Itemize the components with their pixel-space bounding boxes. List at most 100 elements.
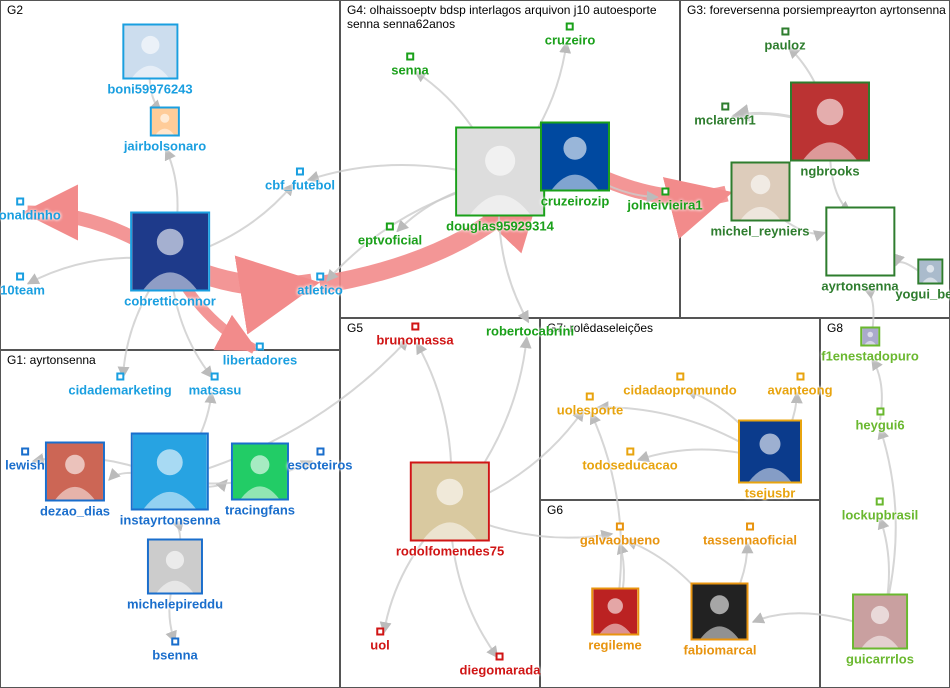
- node-cruzeiro[interactable]: cruzeiro: [545, 23, 596, 48]
- node-senna[interactable]: senna: [391, 53, 429, 78]
- node-label: guicarrrlos: [846, 652, 914, 667]
- avatar-icon: [131, 433, 209, 511]
- node-brunomassa[interactable]: brunomassa: [376, 323, 453, 348]
- node-heygui6[interactable]: heygui6: [855, 408, 904, 433]
- avatar-icon: [825, 207, 895, 277]
- node-label: tsejusbr: [745, 486, 796, 501]
- node-label: tracingfans: [225, 503, 295, 518]
- node-avanteong[interactable]: avanteong: [767, 373, 832, 398]
- node-label: r10team: [0, 283, 45, 298]
- node-f1enestadopuro[interactable]: f1enestadopuro: [821, 327, 919, 364]
- panel-label-G2: G2: [3, 1, 27, 19]
- node-label: cidadaopromundo: [623, 383, 736, 398]
- node-cobretticonnor[interactable]: cobretticonnor: [124, 212, 216, 309]
- node-lockupbrasil[interactable]: lockupbrasil: [842, 498, 919, 523]
- node-bsenna[interactable]: bsenna: [152, 638, 198, 663]
- avatar-icon: [852, 594, 908, 650]
- node-label: cobretticonnor: [124, 294, 216, 309]
- node-tracingfans[interactable]: tracingfans: [225, 443, 295, 518]
- node-dezao_dias[interactable]: dezao_dias: [40, 442, 110, 519]
- node-regileme[interactable]: regileme: [588, 588, 641, 653]
- node-ayrtonsenna[interactable]: ayrtonsenna: [821, 207, 898, 294]
- node-yogui_bear[interactable]: yogui_bear: [895, 259, 950, 302]
- avatar-icon: [691, 583, 749, 641]
- avatar-icon: [116, 373, 124, 381]
- node-matsasu[interactable]: matsasu: [189, 373, 242, 398]
- node-rodolfomendes75[interactable]: rodolfomendes75: [396, 462, 504, 559]
- node-pauloz[interactable]: pauloz: [764, 28, 805, 53]
- node-r10team[interactable]: r10team: [0, 273, 45, 298]
- node-uol[interactable]: uol: [370, 628, 390, 653]
- node-fabiomarcal[interactable]: fabiomarcal: [684, 583, 757, 658]
- node-jairbolsonaro[interactable]: jairbolsonaro: [124, 107, 206, 154]
- node-label: pauloz: [764, 38, 805, 53]
- node-jolneivieira1[interactable]: jolneivieira1: [627, 188, 702, 213]
- node-label: diegomarada: [460, 663, 541, 678]
- node-label: lockupbrasil: [842, 508, 919, 523]
- node-label: jolneivieira1: [627, 198, 702, 213]
- panel-label-G1: G1: ayrtonsenna: [3, 351, 100, 369]
- avatar-icon: [147, 539, 203, 595]
- node-tsejusbr[interactable]: tsejusbr: [738, 420, 802, 501]
- node-label: eptvoficial: [358, 233, 422, 248]
- avatar-icon: [566, 23, 574, 31]
- node-lewish[interactable]: lewish: [5, 448, 45, 473]
- node-label: lewish: [5, 458, 45, 473]
- node-guicarrrlos[interactable]: guicarrrlos: [846, 594, 914, 667]
- avatar-icon: [721, 103, 729, 111]
- node-label: tassennaoficial: [703, 533, 797, 548]
- node-uolesporte[interactable]: uolesporte: [557, 393, 623, 418]
- avatar-icon: [386, 223, 394, 231]
- avatar-icon: [16, 198, 24, 206]
- node-cidademarketing[interactable]: cidademarketing: [68, 373, 171, 398]
- node-libertadores[interactable]: libertadores: [223, 343, 297, 368]
- avatar-icon: [796, 373, 804, 381]
- avatar-icon: [626, 448, 634, 456]
- node-diegomarada[interactable]: diegomarada: [460, 653, 541, 678]
- avatar-icon: [211, 373, 219, 381]
- avatar-icon: [746, 523, 754, 531]
- node-eptvoficial[interactable]: eptvoficial: [358, 223, 422, 248]
- node-todoseducacao[interactable]: todoseducacao: [582, 448, 677, 473]
- node-michelepireddu[interactable]: michelepireddu: [127, 539, 223, 612]
- avatar-icon: [296, 168, 304, 176]
- node-cbf_futebol[interactable]: cbf_futebol: [265, 168, 335, 193]
- avatar-icon: [586, 393, 594, 401]
- node-instayrtonsenna[interactable]: instayrtonsenna: [120, 433, 220, 528]
- node-label: cidademarketing: [68, 383, 171, 398]
- node-atletico[interactable]: atletico: [297, 273, 343, 298]
- node-label: mclarenf1: [694, 113, 755, 128]
- avatar-icon: [781, 28, 789, 36]
- avatar-icon: [411, 323, 419, 331]
- node-robertocabrini[interactable]: robertocabrini: [486, 322, 574, 339]
- node-10ronaldinho[interactable]: 10ronaldinho: [0, 198, 61, 223]
- avatar-icon: [876, 408, 884, 416]
- node-tassennaoficial[interactable]: tassennaoficial: [703, 523, 797, 548]
- node-mclarenf1[interactable]: mclarenf1: [694, 103, 755, 128]
- node-boni59976243[interactable]: boni59976243: [107, 24, 192, 97]
- node-michel_reyniers[interactable]: michel_reyniers: [710, 162, 809, 239]
- avatar-icon: [150, 107, 180, 137]
- node-galvaobueno[interactable]: galvaobueno: [580, 523, 660, 548]
- avatar-icon: [496, 653, 504, 661]
- node-label: brunomassa: [376, 333, 453, 348]
- node-label: escoteiros: [287, 458, 352, 473]
- avatar-icon: [860, 327, 880, 347]
- avatar-icon: [661, 188, 669, 196]
- node-label: senna: [391, 63, 429, 78]
- node-douglas95929314[interactable]: douglas95929314: [446, 127, 554, 234]
- avatar-icon: [316, 273, 324, 281]
- node-label: todoseducacao: [582, 458, 677, 473]
- node-label: regileme: [588, 638, 641, 653]
- node-cidadaopromundo[interactable]: cidadaopromundo: [623, 373, 736, 398]
- avatar-icon: [591, 588, 639, 636]
- avatar-icon: [45, 442, 105, 502]
- avatar-icon: [171, 638, 179, 646]
- node-cruzeirozip[interactable]: cruzeirozip: [540, 122, 610, 209]
- avatar-icon: [790, 82, 870, 162]
- avatar-icon: [455, 127, 545, 217]
- node-label: yogui_bear: [895, 287, 950, 302]
- node-escoteiros[interactable]: escoteiros: [287, 448, 352, 473]
- node-label: avanteong: [767, 383, 832, 398]
- node-label: fabiomarcal: [684, 643, 757, 658]
